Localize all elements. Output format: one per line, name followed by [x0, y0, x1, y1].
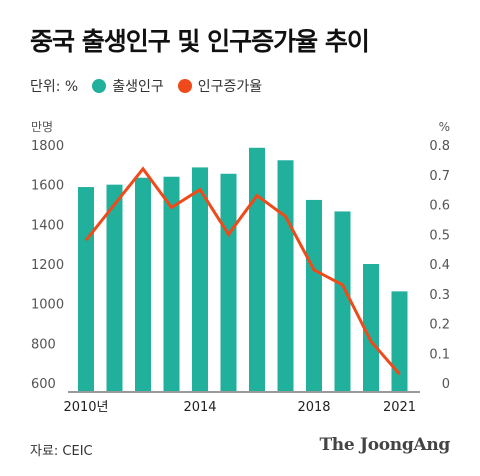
legend-label-growth: 인구증가율 — [197, 79, 263, 95]
left-axis-tick-label: 1000 — [31, 298, 64, 313]
right-axis-tick-label: 0.3 — [429, 288, 450, 303]
left-axis-tick-label: 1200 — [31, 258, 64, 273]
brand-logo: The JoongAng — [319, 435, 450, 455]
right-axis-tick-label: 0.5 — [429, 228, 450, 243]
right-axis-tick-label: 0.7 — [429, 169, 450, 184]
x-axis-tick-label: 2014 — [183, 400, 216, 415]
legend-swatch-births — [92, 79, 107, 93]
x-axis-tick-label: 2021 — [383, 400, 416, 415]
legend-swatch-growth — [177, 79, 192, 93]
bar-births-2020 — [363, 264, 379, 391]
right-axis-tick-label: 0.2 — [429, 318, 450, 333]
bar-births-2016 — [249, 147, 265, 391]
right-axis-tick-label: 0 — [442, 377, 450, 392]
bar-births-2017 — [277, 160, 294, 391]
bar-births-2015 — [220, 173, 237, 391]
x-axis-tick-label: 2010년 — [63, 400, 108, 415]
left-axis-tick-label: 1400 — [31, 218, 64, 233]
chart-title: 중국 출생인구 및 인구증가율 추이 — [30, 27, 370, 56]
right-axis-tick-label: 0.8 — [429, 139, 450, 154]
right-axis-unit-label: % — [439, 120, 450, 134]
x-axis-tick-label: 2018 — [297, 400, 330, 415]
legend-label-births: 출생인구 — [112, 79, 164, 95]
bar-births-2018 — [306, 199, 322, 391]
bar-births-2013 — [163, 176, 180, 391]
line-growth-rate — [84, 166, 401, 376]
left-axis-unit-label: 만명 — [31, 120, 53, 134]
legend: 단위: % 출생인구 인구증가율 — [30, 76, 276, 96]
unit-label: 단위: % — [30, 79, 79, 95]
source-note: 자료: CEIC — [30, 444, 93, 459]
left-axis-tick-label: 600 — [31, 377, 56, 392]
left-axis-tick-label: 1800 — [31, 139, 64, 154]
left-axis-tick-label: 1600 — [31, 179, 64, 194]
right-axis-tick-label: 0.6 — [429, 199, 450, 214]
left-axis-tick-label: 800 — [31, 337, 56, 352]
bar-births-2019 — [334, 211, 351, 391]
bar-births-2011 — [106, 184, 123, 391]
right-axis-tick-label: 0.4 — [429, 258, 450, 273]
bar-births-2021 — [391, 291, 408, 391]
right-axis-tick-label: 0.1 — [429, 347, 450, 362]
legend-item-births: 출생인구 — [92, 76, 164, 96]
legend-item-growth: 인구증가율 — [177, 76, 263, 96]
bar-births-2010년 — [78, 187, 94, 391]
bar-births-2014 — [192, 167, 208, 391]
bar-births-2012 — [135, 177, 151, 391]
